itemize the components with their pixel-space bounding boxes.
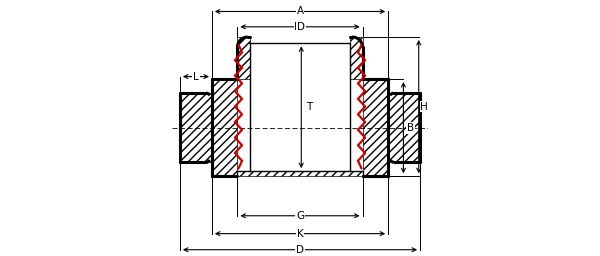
- Text: ID: ID: [295, 22, 305, 32]
- Polygon shape: [238, 171, 362, 176]
- Polygon shape: [362, 79, 388, 176]
- Text: D: D: [296, 245, 304, 255]
- Polygon shape: [238, 37, 250, 79]
- Text: K: K: [296, 229, 304, 239]
- Polygon shape: [250, 44, 350, 171]
- Text: G: G: [296, 211, 304, 221]
- Polygon shape: [180, 93, 212, 162]
- Polygon shape: [388, 93, 420, 162]
- Polygon shape: [350, 37, 362, 79]
- Text: B: B: [407, 123, 414, 133]
- Text: L: L: [193, 72, 199, 82]
- Text: H: H: [421, 102, 428, 112]
- Polygon shape: [212, 79, 238, 176]
- Text: T: T: [306, 102, 312, 112]
- Text: A: A: [296, 6, 304, 16]
